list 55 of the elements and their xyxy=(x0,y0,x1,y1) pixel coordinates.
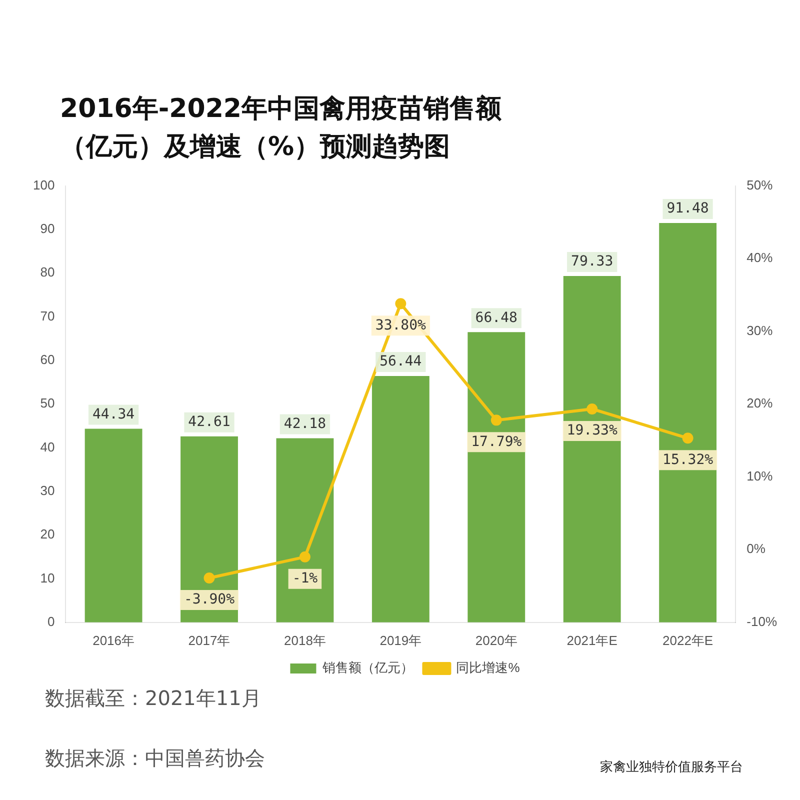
x-tick-label: 2021年E xyxy=(566,632,618,648)
x-tick-label: 2019年 xyxy=(380,632,422,648)
y-tick-label: 0 xyxy=(47,614,55,629)
data-label: 56.44 xyxy=(380,354,422,370)
y-tick-label: 50 xyxy=(40,396,55,411)
point xyxy=(299,551,310,562)
y-tick-label: 80 xyxy=(40,264,55,280)
data-label: 79.33 xyxy=(571,254,614,270)
chart-title: 2016年-2022年中国禽用疫苗销售额（亿元）及增速（%）预测趋势图 xyxy=(60,93,503,164)
x-tick-label: 2018年 xyxy=(284,632,326,648)
data-label: 33.80% xyxy=(375,317,427,334)
point xyxy=(586,403,598,414)
bar xyxy=(659,223,717,622)
bar xyxy=(84,428,142,622)
y-tick-label: 10 xyxy=(40,570,55,586)
point xyxy=(682,432,694,444)
data-label: 19.33% xyxy=(566,422,618,439)
y2-tick-label: 40% xyxy=(746,250,774,266)
y2-tick-label: 30% xyxy=(746,322,774,338)
legend-label: 同比增速% xyxy=(456,660,520,676)
data-label: 44.34 xyxy=(92,406,135,422)
point xyxy=(204,572,215,584)
source-note: 数据来源：中国兽药协会 xyxy=(45,745,265,772)
y-tick-label: 90 xyxy=(40,221,55,236)
bar xyxy=(372,376,430,622)
data-label: 42.61 xyxy=(188,414,230,430)
legend-label: 销售额（亿元） xyxy=(322,660,414,676)
y2-tick-label: 20% xyxy=(746,396,774,411)
y-tick-label: 40 xyxy=(40,439,55,454)
data-label: 66.48 xyxy=(475,310,518,326)
text: 家禽业独特价值服务平台 xyxy=(600,759,743,776)
point xyxy=(490,414,502,426)
text: 数据截至：2021年11月 xyxy=(45,685,262,712)
y-tick-label: 30 xyxy=(40,483,55,498)
data-label: -1% xyxy=(292,570,318,587)
data-label: 15.32% xyxy=(662,452,714,468)
y-tick-label: 100 xyxy=(32,177,55,192)
y2-tick-label: 50% xyxy=(746,177,774,192)
y-tick-label: 70 xyxy=(40,308,55,324)
y-tick-label: 60 xyxy=(40,352,55,368)
data-label: 17.79% xyxy=(471,434,522,450)
x-tick-label: 2022年E xyxy=(662,632,714,648)
x-tick-label: 2016年 xyxy=(92,632,135,648)
x-tick-label: 2020年 xyxy=(475,632,518,648)
y2-tick-label: 10% xyxy=(746,468,774,484)
x-tick-label: 2017年 xyxy=(188,632,230,648)
bar xyxy=(468,332,526,622)
bar xyxy=(563,276,621,622)
data-label: -3.90% xyxy=(184,592,236,608)
point xyxy=(395,298,406,310)
data-label: 42.18 xyxy=(284,416,326,432)
data-label: 91.48 xyxy=(666,200,709,217)
y2-tick-label: -10% xyxy=(746,614,778,629)
y-tick-label: 20 xyxy=(40,526,55,542)
y2-tick-label: 0% xyxy=(746,541,766,556)
